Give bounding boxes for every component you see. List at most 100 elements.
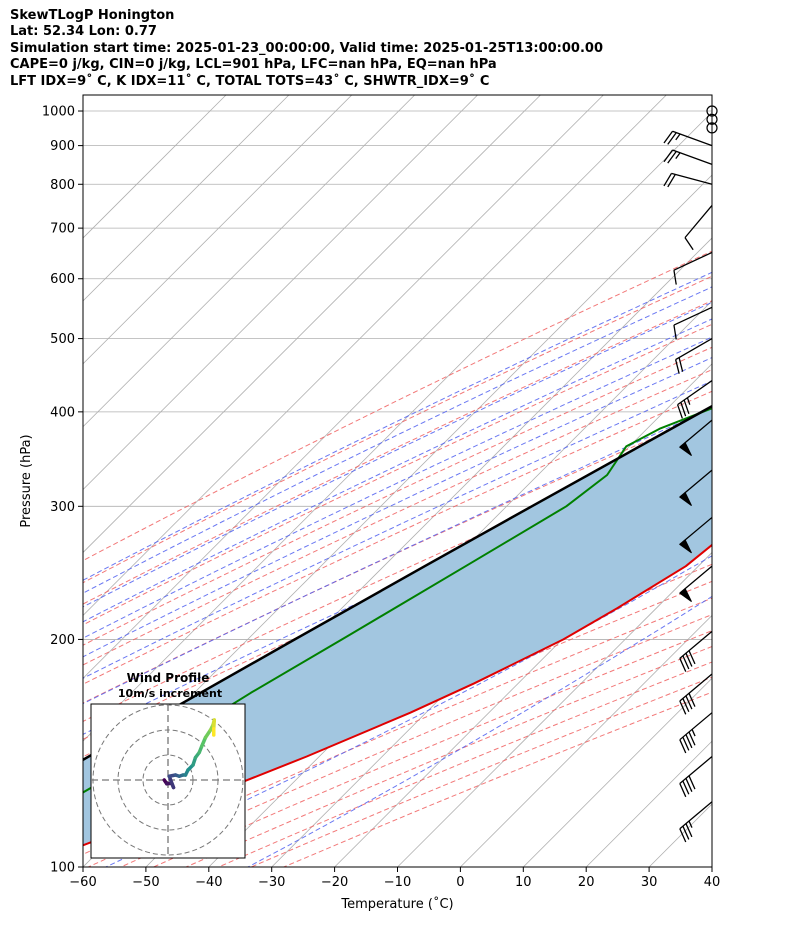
barb-pennant [679,491,692,506]
x-tick-label: −60 [69,875,96,890]
mixing-ratio-line [770,95,794,339]
barb-flag [682,780,690,795]
wind-barb [679,565,713,603]
barb-half-flag [688,820,693,828]
x-tick-label: −20 [321,875,348,890]
barb-shaft [675,338,713,361]
barb-half-flag [675,133,681,141]
dry-adiabat [83,346,712,646]
temperature-line [83,543,712,847]
isotherm-line [83,95,353,365]
x-tick-label: 20 [578,875,595,890]
isotherm-line [711,866,712,867]
location-line: Lat: 52.34 Lon: 0.77 [10,24,157,40]
dry-adiabat [283,691,712,867]
isotherm-line [83,95,604,616]
barb-flag [685,734,693,749]
moist-adiabat [83,301,712,608]
barb-flag [688,650,696,665]
isotherm-line [334,489,712,867]
isotherm-line [83,95,290,302]
barb-shaft [679,756,713,785]
x-tick-label: 40 [704,875,721,890]
barb-flag [679,828,687,843]
barb-shaft [673,306,713,326]
barb-flag [663,130,674,144]
barb-flag [679,739,687,754]
barb-flag [674,359,680,374]
wind-barb [679,419,713,457]
barb-shaft [679,712,713,741]
wind-barb [679,756,713,798]
x-tick-label: −30 [258,875,285,890]
barb-shaft [677,380,713,406]
cape-line: CAPE=0 j/kg, CIN=0 j/kg, LCL=901 hPa, LF… [10,57,497,73]
barb-half-flag [686,397,691,405]
isotherm-line [460,614,712,867]
wind-barb [673,251,713,285]
x-tick-label: −10 [384,875,411,890]
barb-flag [685,778,693,792]
isotherm-line [271,426,712,867]
y-tick-label: 900 [50,139,75,154]
y-tick-label: 800 [50,178,75,193]
isotherm-line [523,677,712,867]
barb-flag [682,698,690,713]
barb-flag [685,652,693,667]
barb-flag [663,173,672,187]
hodograph-inset: Wind Profile 10m/s increment [90,671,246,859]
wind-barb [673,306,713,340]
wind-barb [679,712,713,754]
barb-shaft [672,149,713,165]
hodograph-title: Wind Profile [127,671,210,685]
y-tick-label: 300 [50,500,75,515]
barb-flag [683,399,690,415]
barb-flag [678,357,684,372]
barb-flag [688,693,696,707]
barb-shaft [684,205,713,239]
barb-shaft [673,251,713,271]
wind-barb [679,801,713,843]
wind-barb [679,469,713,506]
barb-flag [667,132,677,145]
wind-barb [679,630,713,672]
barb-flag [673,324,677,340]
barb-shaft [679,801,713,830]
barb-flag [663,149,674,163]
barb-pennant [679,441,692,457]
dry-adiabat [83,250,712,562]
wind-barb [684,205,713,251]
barb-flag [682,825,690,840]
x-tick-label: −40 [195,875,222,890]
moist-adiabat [83,318,712,623]
y-tick-label: 100 [50,861,75,876]
moist-adiabat [83,286,712,594]
barb-flag [684,237,694,251]
wind-barb [679,673,713,715]
barb-flag [679,658,687,672]
isotherm-line [83,95,667,679]
chart-header: SkewTLogP Honington Lat: 52.34 Lon: 0.77… [10,8,603,90]
barb-shaft [671,172,713,185]
barb-flag [667,150,677,164]
x-tick-label: 0 [456,875,464,890]
moist-adiabat [83,407,712,705]
moist-adiabat [83,271,712,581]
x-tick-label: 30 [641,875,658,890]
barb-flag [667,174,676,188]
barb-shaft [679,630,713,659]
barb-flag [685,823,693,838]
barb-half-flag [675,152,681,160]
x-axis-label: Temperature (˚C) [340,896,453,912]
wind-barb [663,149,713,165]
wind-barb [663,172,713,188]
y-tick-label: 700 [50,222,75,237]
barb-flag [682,655,690,670]
chart-title: SkewTLogP Honington [10,8,175,23]
wind-barb [674,338,713,374]
isotherm-line [83,95,415,428]
dry-adiabat [83,300,712,605]
wind-barb [676,380,713,419]
y-tick-label: 400 [50,405,75,420]
